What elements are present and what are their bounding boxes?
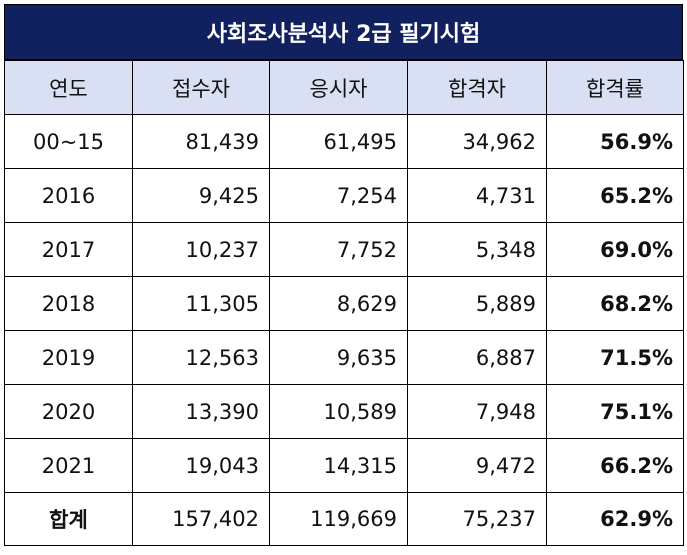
- cell-applicants: 81,439: [132, 114, 270, 169]
- table-header: 연도 접수자 응시자 합격자 합격률: [4, 60, 684, 115]
- cell-takers: 7,752: [269, 222, 408, 277]
- cell-takers: 10,589: [269, 384, 408, 439]
- cell-pass-rate: 66.2%: [546, 438, 684, 493]
- total-passers: 75,237: [407, 492, 547, 546]
- cell-year: 2017: [4, 222, 133, 277]
- cell-takers: 61,495: [269, 114, 408, 169]
- cell-passers: 7,948: [407, 384, 547, 439]
- cell-pass-rate: 68.2%: [546, 276, 684, 331]
- cell-takers: 7,254: [269, 168, 408, 223]
- header-applicants: 접수자: [132, 60, 270, 115]
- cell-year: 2020: [4, 384, 133, 439]
- cell-pass-rate: 65.2%: [546, 168, 684, 223]
- cell-year: 2021: [4, 438, 133, 493]
- cell-year: 2018: [4, 276, 133, 331]
- cell-pass-rate: 56.9%: [546, 114, 684, 169]
- total-pass-rate: 62.9%: [546, 492, 684, 546]
- table-row: 2020 13,390 10,589 7,948 75.1%: [4, 384, 684, 439]
- cell-applicants: 9,425: [132, 168, 270, 223]
- table-row: 2018 11,305 8,629 5,889 68.2%: [4, 276, 684, 331]
- cell-year: 2016: [4, 168, 133, 223]
- total-applicants: 157,402: [132, 492, 270, 546]
- header-takers: 응시자: [269, 60, 408, 115]
- cell-year: 00~15: [4, 114, 133, 169]
- table-row: 2019 12,563 9,635 6,887 71.5%: [4, 330, 684, 385]
- cell-year: 2019: [4, 330, 133, 385]
- header-row: 연도 접수자 응시자 합격자 합격률: [4, 60, 684, 115]
- cell-applicants: 10,237: [132, 222, 270, 277]
- cell-passers: 34,962: [407, 114, 547, 169]
- exam-stats-table-container: 사회조사분석사 2급 필기시험 연도 접수자 응시자 합격자 합격률 00~15…: [4, 4, 684, 546]
- header-pass-rate: 합격률: [546, 60, 684, 115]
- table-row: 2016 9,425 7,254 4,731 65.2%: [4, 168, 684, 223]
- cell-pass-rate: 71.5%: [546, 330, 684, 385]
- table-row: 2017 10,237 7,752 5,348 69.0%: [4, 222, 684, 277]
- header-passers: 합격자: [407, 60, 547, 115]
- exam-stats-table: 연도 접수자 응시자 합격자 합격률 00~15 81,439 61,495 3…: [4, 60, 684, 546]
- table-row: 00~15 81,439 61,495 34,962 56.9%: [4, 114, 684, 169]
- header-year: 연도: [4, 60, 133, 115]
- cell-passers: 4,731: [407, 168, 547, 223]
- total-label: 합계: [4, 492, 133, 546]
- cell-takers: 9,635: [269, 330, 408, 385]
- cell-passers: 5,889: [407, 276, 547, 331]
- cell-applicants: 13,390: [132, 384, 270, 439]
- cell-passers: 9,472: [407, 438, 547, 493]
- table-row: 2021 19,043 14,315 9,472 66.2%: [4, 438, 684, 493]
- cell-applicants: 19,043: [132, 438, 270, 493]
- cell-applicants: 11,305: [132, 276, 270, 331]
- total-takers: 119,669: [269, 492, 408, 546]
- cell-applicants: 12,563: [132, 330, 270, 385]
- cell-takers: 14,315: [269, 438, 408, 493]
- cell-pass-rate: 69.0%: [546, 222, 684, 277]
- total-row: 합계 157,402 119,669 75,237 62.9%: [4, 492, 684, 546]
- cell-passers: 5,348: [407, 222, 547, 277]
- cell-takers: 8,629: [269, 276, 408, 331]
- table-title: 사회조사분석사 2급 필기시험: [4, 4, 683, 60]
- cell-passers: 6,887: [407, 330, 547, 385]
- cell-pass-rate: 75.1%: [546, 384, 684, 439]
- table-body: 00~15 81,439 61,495 34,962 56.9% 2016 9,…: [4, 114, 684, 546]
